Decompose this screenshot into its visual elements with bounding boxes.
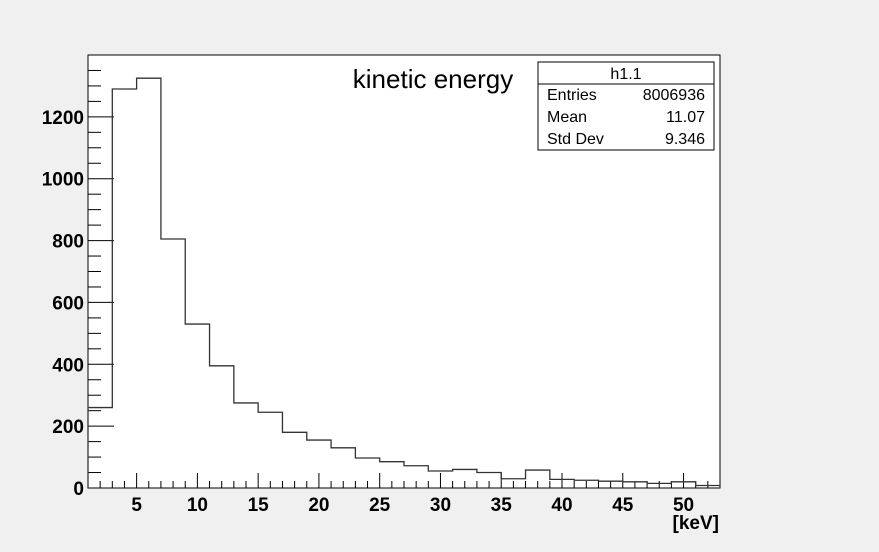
stats-box: h1.1 Entries 8006936 Mean 11.07 Std Dev … xyxy=(537,61,715,151)
x-tick-label: 45 xyxy=(612,495,634,516)
chart-title: kinetic energy xyxy=(353,64,513,94)
stats-mean-value: 11.07 xyxy=(666,109,705,126)
x-tick-label: 50 xyxy=(673,495,694,516)
y-tick-label: 0 xyxy=(73,479,84,500)
y-tick-label: 400 xyxy=(52,355,84,376)
stats-mean-label: Mean xyxy=(547,109,587,126)
histogram-line xyxy=(87,77,721,488)
y-tick-label: 800 xyxy=(52,232,84,253)
x-tick-label: 25 xyxy=(369,495,391,516)
x-tick-label: 40 xyxy=(551,495,572,516)
x-tick-label: 5 xyxy=(131,495,142,516)
axis-ticks xyxy=(87,69,721,489)
stats-stddev-label: Std Dev xyxy=(547,131,604,148)
stats-entries-value: 8006936 xyxy=(643,87,705,104)
stats-box-name: h1.1 xyxy=(610,66,641,83)
tick-labels: 5 10 15 20 25 30 35 40 45 50 0 200 400 600 800 1000 1200 xyxy=(42,108,694,516)
stats-stddev-value: 9.346 xyxy=(665,131,705,148)
y-tick-label: 1200 xyxy=(42,108,84,129)
stats-entries-label: Entries xyxy=(547,87,597,104)
y-tick-label: 200 xyxy=(52,417,84,438)
y-tick-label: 1000 xyxy=(42,170,84,191)
stats-box-frame xyxy=(537,61,715,151)
x-tick-label: 20 xyxy=(308,495,329,516)
x-tick-label: 35 xyxy=(491,495,513,516)
x-tick-label: 30 xyxy=(430,495,451,516)
x-axis-label: [keV] xyxy=(673,513,719,534)
x-tick-label: 10 xyxy=(187,495,208,516)
y-tick-label: 600 xyxy=(52,293,84,314)
x-tick-label: 15 xyxy=(248,495,270,516)
